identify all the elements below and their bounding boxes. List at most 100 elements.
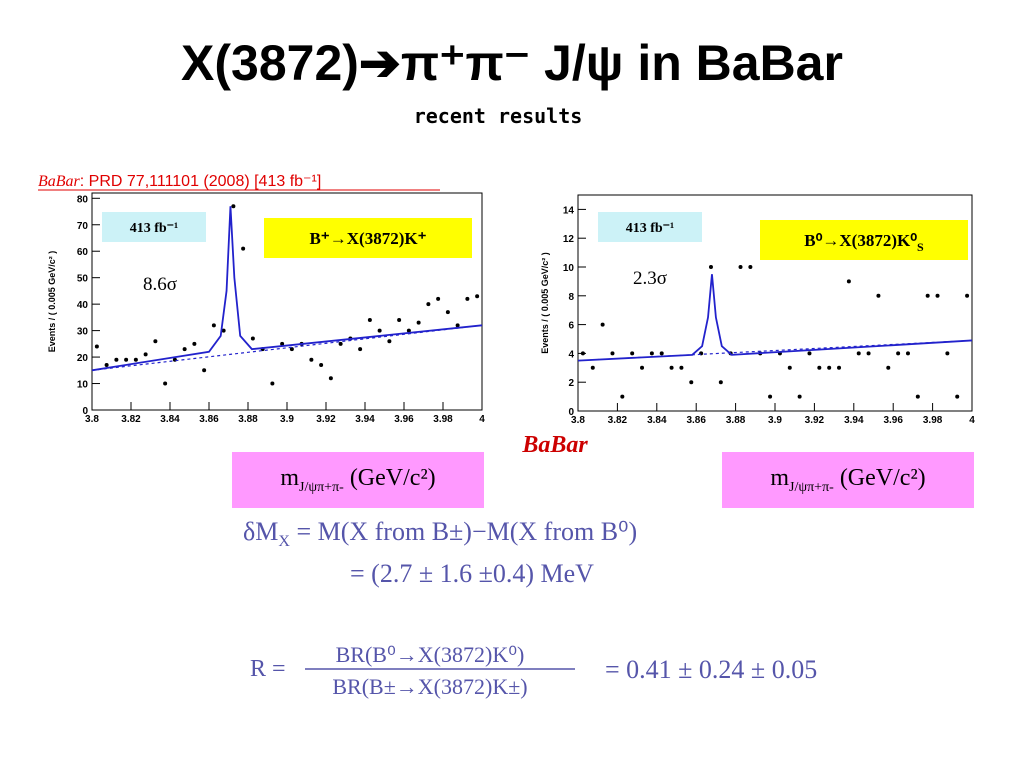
y-tick-label: 4 bbox=[568, 349, 574, 360]
x-tick-label: 3.9 bbox=[280, 414, 294, 425]
ratio-numerator: BR(B⁰→X(3872)K⁰) bbox=[336, 642, 525, 667]
data-point bbox=[649, 351, 654, 356]
y-tick-label: 70 bbox=[77, 221, 89, 232]
x-tick-label: 3.98 bbox=[433, 414, 453, 425]
data-point bbox=[876, 293, 881, 298]
data-point bbox=[367, 318, 372, 323]
data-point bbox=[231, 204, 236, 209]
luminosity: 413 fb⁻¹ bbox=[130, 221, 179, 236]
data-point bbox=[250, 336, 255, 341]
data-point bbox=[856, 351, 861, 356]
y-tick-label: 0 bbox=[568, 407, 574, 418]
data-point bbox=[955, 394, 960, 399]
data-point bbox=[328, 376, 333, 381]
y-tick-label: 40 bbox=[77, 300, 89, 311]
subtitle: recent results bbox=[414, 104, 583, 128]
y-axis-label: Events / ( 0.005 GeV/c² ) bbox=[47, 251, 57, 353]
data-point bbox=[817, 365, 822, 370]
data-point bbox=[436, 296, 441, 301]
data-point bbox=[397, 318, 402, 323]
x-axis-label: mJ/ψπ+π- (GeV/c²) bbox=[770, 465, 925, 495]
data-point bbox=[153, 339, 158, 344]
x-tick-label: 4 bbox=[969, 415, 975, 426]
data-point bbox=[426, 302, 431, 307]
dm-equation: δMX = M(X from B±)−M(X from B⁰) bbox=[243, 517, 637, 550]
x-axis-label: mJ/ψπ+π- (GeV/c²) bbox=[280, 465, 435, 495]
data-point bbox=[965, 293, 970, 298]
data-point bbox=[124, 357, 129, 362]
data-point bbox=[406, 328, 411, 333]
x-tick-label: 3.8 bbox=[85, 414, 99, 425]
data-point bbox=[886, 365, 891, 370]
x-label-sub: J/ψπ+π- bbox=[789, 480, 834, 495]
x-tick-label: 3.98 bbox=[923, 415, 943, 426]
process-sub: S bbox=[917, 240, 924, 254]
x-tick-label: 3.86 bbox=[199, 414, 219, 425]
x-label-main: m bbox=[770, 465, 789, 491]
data-point bbox=[738, 265, 743, 269]
data-point bbox=[114, 357, 119, 362]
data-point bbox=[338, 341, 343, 346]
data-point bbox=[133, 357, 138, 362]
x-tick-label: 3.92 bbox=[316, 414, 336, 425]
y-axis-label: Events / ( 0.005 GeV/c² ) bbox=[540, 252, 550, 354]
data-point bbox=[280, 341, 285, 346]
y-tick-label: 20 bbox=[77, 353, 89, 364]
x-label-rest: (GeV/c²) bbox=[834, 465, 926, 491]
x-tick-label: 3.84 bbox=[160, 414, 180, 425]
reference-text: : PRD 77,111101 (2008) [413 fb⁻¹] bbox=[80, 173, 321, 190]
ratio-denominator: BR(B±→X(3872)K±) bbox=[332, 674, 527, 699]
y-tick-label: 10 bbox=[77, 380, 89, 391]
process-main: B⁺→X(3872)K⁺ bbox=[309, 229, 426, 248]
reference: BaBar: PRD 77,111101 (2008) [413 fb⁻¹] bbox=[38, 173, 321, 190]
data-point bbox=[387, 339, 392, 344]
data-point bbox=[163, 381, 168, 386]
x-tick-label: 3.82 bbox=[608, 415, 628, 426]
data-point bbox=[319, 363, 324, 368]
data-point bbox=[192, 341, 197, 346]
data-point bbox=[590, 365, 595, 370]
data-point bbox=[748, 265, 753, 269]
y-tick-label: 60 bbox=[77, 247, 89, 258]
results: δMX = M(X from B±)−M(X from B⁰) = (2.7 ±… bbox=[243, 517, 817, 699]
data-point bbox=[289, 347, 294, 352]
data-point bbox=[143, 352, 148, 357]
data-point bbox=[827, 365, 832, 370]
data-point bbox=[416, 320, 421, 325]
luminosity: 413 fb⁻¹ bbox=[626, 221, 675, 236]
experiment: BaBar bbox=[38, 173, 81, 190]
data-point bbox=[377, 328, 382, 333]
x-tick-label: 3.92 bbox=[805, 415, 825, 426]
y-tick-label: 50 bbox=[77, 274, 89, 285]
x-tick-label: 3.94 bbox=[355, 414, 375, 425]
data-point bbox=[807, 351, 812, 356]
luminosity-box bbox=[598, 212, 702, 242]
y-tick-label: 80 bbox=[77, 194, 89, 205]
x-tick-label: 3.84 bbox=[647, 415, 667, 426]
ratio-lhs: R = bbox=[250, 656, 286, 682]
data-point bbox=[935, 293, 940, 298]
data-point bbox=[837, 365, 842, 370]
x-tick-label: 3.96 bbox=[394, 414, 414, 425]
y-tick-label: 0 bbox=[82, 406, 88, 417]
data-point bbox=[221, 328, 226, 333]
data-point bbox=[659, 351, 664, 356]
data-point bbox=[445, 310, 450, 315]
chart: 0 10 20 30 40 50 60 70 80 3.8 3.82 3.84 3.86 3.88 3.9 3… bbox=[47, 192, 485, 508]
data-point bbox=[211, 323, 216, 328]
data-point bbox=[475, 294, 480, 299]
process-box bbox=[264, 218, 472, 258]
y-tick-label: 12 bbox=[563, 234, 575, 245]
data-point bbox=[925, 293, 930, 298]
data-point bbox=[768, 394, 773, 399]
y-tick-label: 6 bbox=[568, 321, 574, 332]
data-point bbox=[455, 323, 460, 328]
logo: BaBar bbox=[521, 432, 588, 458]
data-point bbox=[94, 344, 99, 349]
data-point bbox=[689, 380, 694, 385]
process: B⁺→X(3872)K⁺ bbox=[309, 229, 426, 248]
data-point bbox=[640, 365, 645, 370]
data-point bbox=[866, 351, 871, 356]
data-point bbox=[896, 351, 901, 356]
